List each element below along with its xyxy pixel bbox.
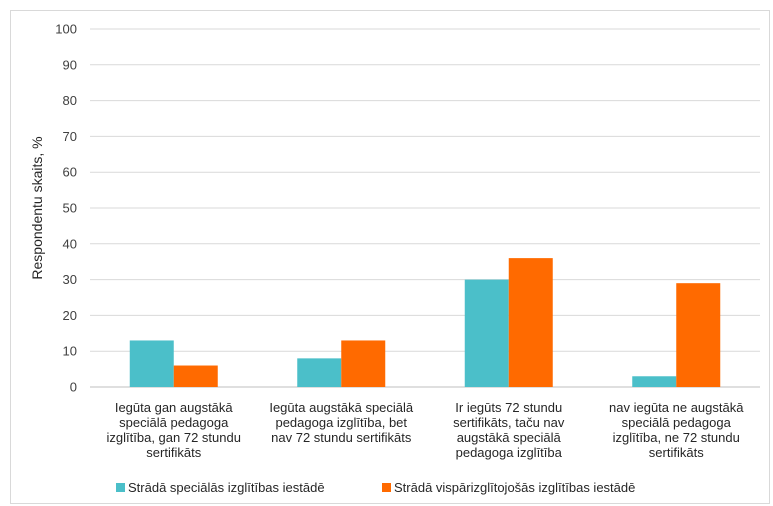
y-tick-label: 70 [63, 129, 77, 144]
chart-frame [10, 10, 770, 504]
y-axis-label: Respondentu skaits, % [29, 136, 45, 279]
x-category-label: Iegūta augstākā speciālā pedagoga izglītī… [269, 400, 414, 445]
bar-special-2 [297, 358, 342, 387]
x-category-line: speciālā pedagoga [119, 415, 229, 430]
legend-label: Strādā speciālās izglītības iestādē [128, 480, 325, 495]
x-category-line: sertifikāts [649, 445, 704, 460]
bar-special-1 [129, 340, 174, 387]
x-category-line: nav iegūta ne augstākā [609, 400, 744, 415]
x-category-line: Iegūta gan augstākā [115, 400, 234, 415]
x-category-line: nav 72 stundu sertifikāts [271, 430, 412, 445]
x-category-line: sertifikāts [146, 445, 201, 460]
legend-swatch [116, 483, 125, 492]
x-category-line: pedagoga izglītība [456, 445, 563, 460]
bar-general-4 [676, 283, 721, 387]
x-category-line: speciālā pedagoga [622, 415, 732, 430]
x-category-line: pedagoga izglītība, bet [275, 415, 407, 430]
y-tick-label: 50 [63, 201, 77, 216]
y-tick-label: 0 [70, 380, 77, 395]
y-tick-label: 20 [63, 308, 77, 323]
y-tick-label: 30 [63, 272, 77, 287]
bar-special-4 [632, 376, 677, 387]
x-category-label: Iegūta gan augstākā speciālā pedagoga izgl… [107, 400, 241, 460]
y-tick-label: 80 [63, 93, 77, 108]
x-category-line: sertifikāts, taču nav [453, 415, 565, 430]
x-category-label: nav iegūta ne augstākā speciālā pedagoga i… [609, 400, 744, 460]
y-tick-label: 90 [63, 57, 77, 72]
y-tick-label: 60 [63, 165, 77, 180]
y-tick-label: 100 [55, 22, 77, 37]
bar-special-3 [464, 279, 509, 387]
x-category-line: augstākā speciālā [457, 430, 562, 445]
x-category-label: Ir iegūts 72 stundu sertifikāts, taču nav… [453, 400, 565, 460]
y-tick-label: 40 [63, 236, 77, 251]
legend-label: Strādā vispārizglītojošās izglītības ies… [394, 480, 635, 495]
bar-general-3 [508, 258, 553, 387]
bar-general-2 [341, 340, 386, 387]
x-category-line: Iegūta augstākā speciālā [269, 400, 414, 415]
legend-swatch [382, 483, 391, 492]
bar-general-1 [173, 365, 218, 387]
x-category-line: izglītība, gan 72 stundu [107, 430, 241, 445]
y-tick-label: 10 [63, 344, 77, 359]
x-category-line: izglītība, ne 72 stundu [613, 430, 740, 445]
x-category-line: Ir iegūts 72 stundu [455, 400, 562, 415]
